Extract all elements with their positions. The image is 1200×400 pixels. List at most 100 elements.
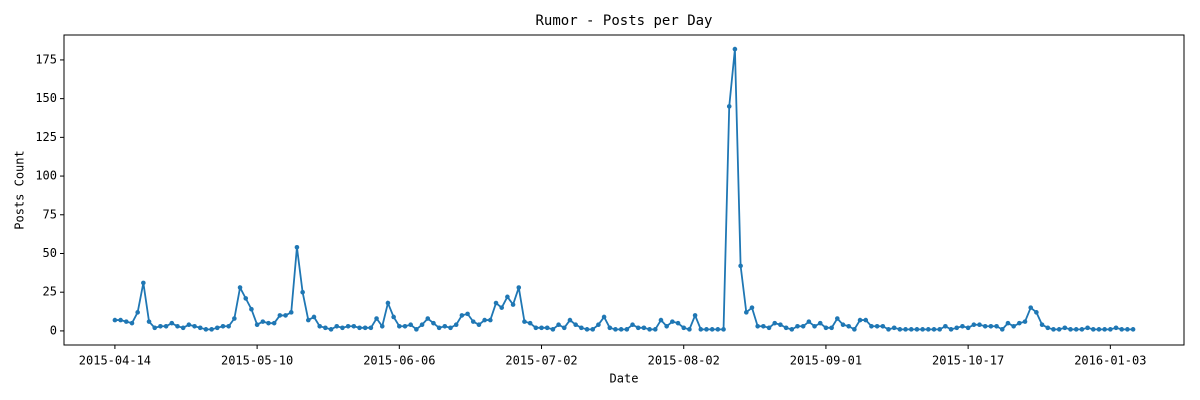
data-point [470, 319, 476, 324]
data-point [607, 325, 613, 331]
data-point [123, 319, 129, 324]
data-point [186, 322, 192, 328]
data-point [1125, 327, 1130, 332]
data-point [533, 325, 539, 331]
x-tick-label: 2015-04-14 [79, 354, 151, 368]
data-point [1090, 327, 1096, 332]
data-point [488, 317, 493, 323]
y-tick-label: 25 [43, 285, 57, 299]
data-point [937, 327, 942, 332]
data-point [129, 320, 135, 326]
data-point [476, 322, 482, 328]
plot-frame [63, 34, 1185, 346]
y-tick-label: 175 [35, 52, 57, 66]
data-point [1085, 325, 1090, 331]
data-point [681, 325, 687, 331]
data-point [869, 323, 874, 329]
data-point [852, 327, 857, 332]
data-point [135, 310, 140, 315]
data-point [601, 314, 607, 320]
data-point [436, 325, 442, 331]
data-point [175, 323, 180, 329]
data-point [561, 325, 567, 331]
data-point [846, 323, 851, 329]
data-point [624, 327, 630, 332]
data-point [146, 319, 152, 324]
data-point [505, 294, 510, 300]
data-point [306, 317, 311, 323]
data-point [857, 317, 863, 323]
data-point [829, 325, 834, 331]
data-point [704, 327, 709, 332]
data-point [1108, 327, 1113, 332]
data-point [1045, 325, 1051, 331]
data-point [232, 316, 237, 321]
data-point [317, 323, 322, 329]
y-axis-label: Posts Count [13, 150, 27, 229]
data-point [635, 325, 641, 331]
data-point [334, 323, 340, 329]
data-point [414, 327, 419, 332]
data-point [197, 325, 203, 331]
data-point [203, 327, 209, 332]
data-point [743, 310, 749, 315]
data-point [687, 327, 692, 332]
data-point [670, 319, 675, 324]
data-point [908, 327, 914, 332]
data-point [357, 325, 362, 331]
data-point [169, 320, 175, 326]
data-point [596, 322, 601, 328]
y-tick-label: 75 [43, 207, 57, 221]
x-tick-label: 2016-01-03 [1074, 354, 1146, 368]
data-point [1017, 320, 1022, 326]
y-tick-label: 125 [35, 130, 57, 144]
data-point [999, 327, 1005, 332]
y-tick-label: 150 [35, 91, 57, 105]
data-point [288, 310, 294, 315]
data-point [897, 327, 903, 332]
data-point [1102, 327, 1107, 332]
data-point [812, 323, 817, 329]
data-point [823, 325, 829, 331]
data-point [374, 316, 379, 321]
data-point [698, 327, 704, 332]
data-point [1005, 320, 1011, 326]
data-point [220, 323, 226, 329]
data-point [442, 323, 448, 329]
data-point [1073, 327, 1079, 332]
data-point [817, 320, 823, 326]
data-point [664, 323, 669, 329]
data-point [362, 325, 368, 331]
series-line [114, 49, 1134, 331]
data-point [726, 104, 732, 109]
data-point [738, 263, 743, 269]
data-point [647, 327, 652, 332]
data-point [1068, 327, 1073, 332]
x-tick-label: 2015-06-06 [363, 354, 435, 368]
data-point [277, 313, 283, 318]
data-point [249, 306, 254, 312]
data-point [163, 323, 169, 329]
data-point [982, 323, 988, 329]
data-point [294, 244, 300, 250]
data-point [1051, 327, 1056, 332]
data-point [732, 46, 738, 52]
data-point [1096, 327, 1102, 332]
data-point [493, 300, 499, 306]
data-point [920, 327, 925, 332]
data-point [1062, 325, 1068, 331]
data-point [749, 305, 755, 310]
data-point [254, 322, 260, 328]
data-point [772, 320, 778, 326]
data-point [499, 305, 505, 310]
data-point [1130, 327, 1136, 332]
data-point [641, 325, 647, 331]
data-point [965, 325, 971, 331]
data-point [783, 325, 789, 331]
data-point [510, 302, 516, 307]
data-point [402, 323, 408, 329]
data-point [425, 316, 431, 321]
data-point [766, 325, 772, 331]
data-point [1113, 325, 1119, 331]
